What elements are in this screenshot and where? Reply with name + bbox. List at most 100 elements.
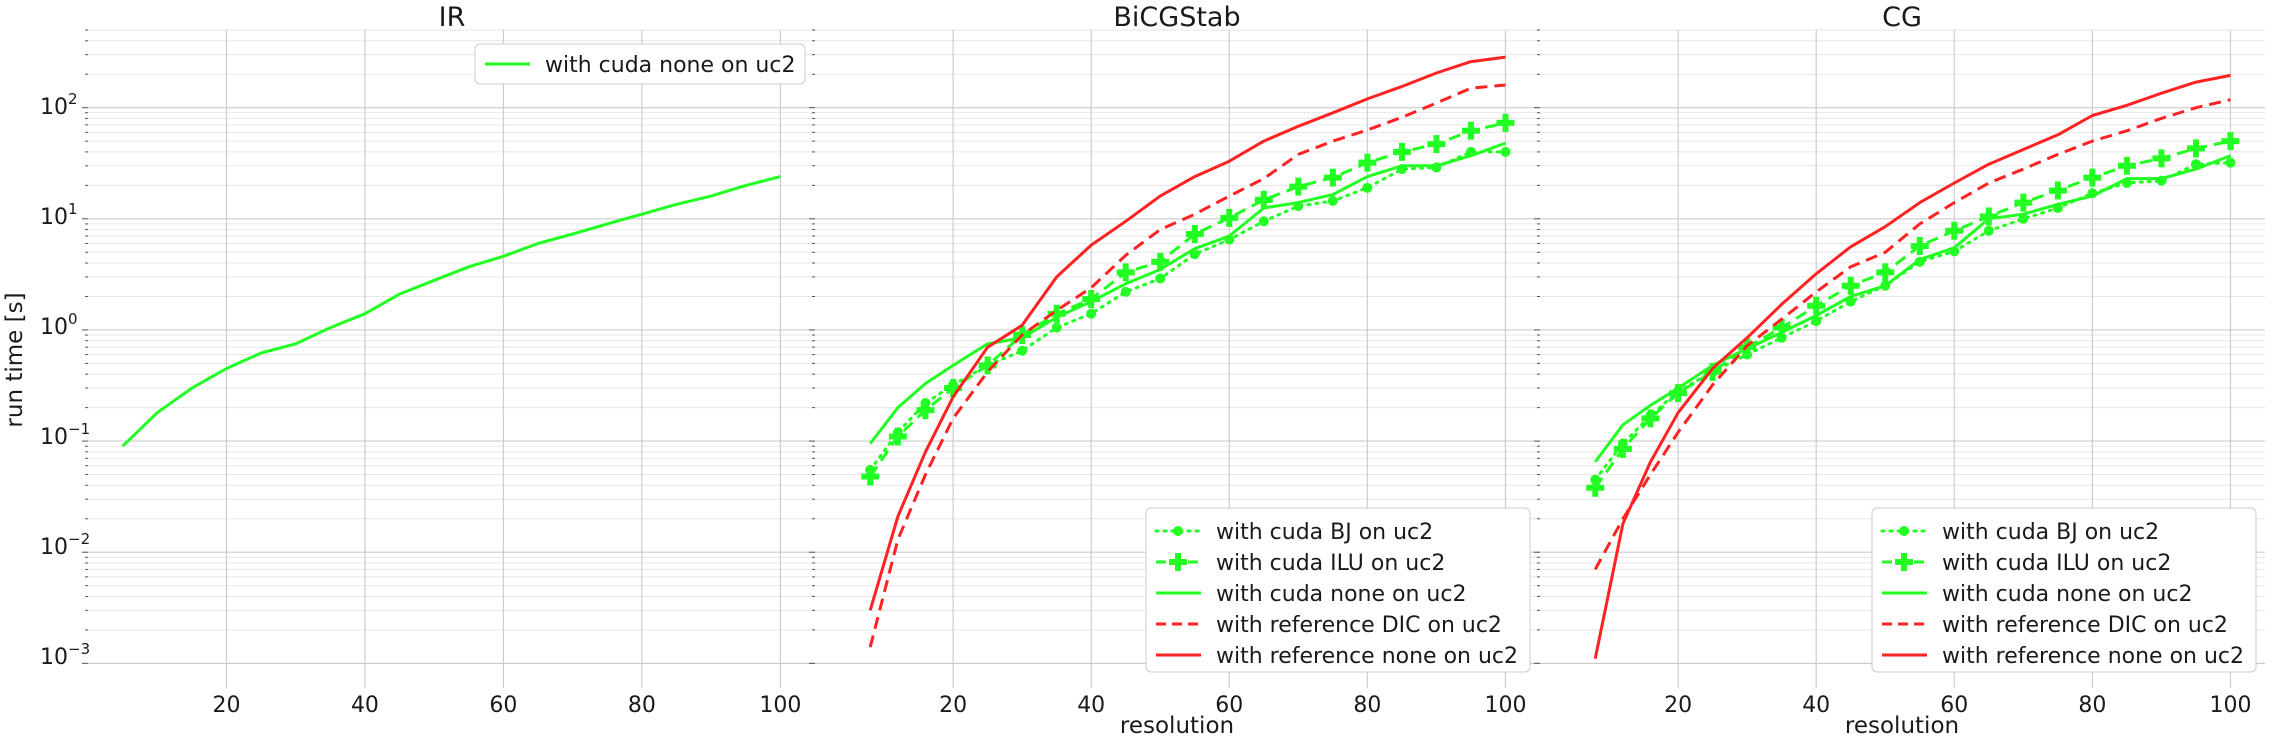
data-point — [1116, 263, 1135, 282]
legend-marker — [1895, 553, 1913, 571]
data-point — [2018, 213, 2029, 224]
data-point — [1876, 263, 1895, 282]
y-tick-labels: 102 101 100 10−1 10−2 10−3 — [40, 90, 90, 670]
data-point — [1427, 135, 1446, 154]
data-point — [1289, 177, 1308, 196]
legend-entry: with cuda ILU on uc2 — [1882, 551, 2171, 576]
panel-title: BiCGStab — [1113, 2, 1240, 33]
data-point — [2014, 193, 2033, 212]
legend-frame — [1871, 507, 2257, 673]
data-point — [1358, 153, 1377, 172]
x-axis-label: resolution — [1120, 713, 1234, 739]
legend-marker — [1899, 526, 1909, 536]
series-line — [868, 55, 1506, 611]
x-tick-label: 60 — [1215, 693, 1243, 718]
data-point — [1185, 225, 1204, 244]
y-axis-label: run time [s] — [2, 292, 28, 427]
panel-title: CG — [1882, 2, 1922, 33]
series-line — [1593, 161, 2232, 482]
legend-marker — [1169, 553, 1187, 571]
legend: with cuda none on uc2 — [474, 43, 806, 85]
y-tick-label: 10−1 — [40, 420, 90, 450]
series-line — [121, 175, 781, 448]
x-tick-label: 100 — [2209, 693, 2251, 718]
x-tick-label: 80 — [2078, 693, 2106, 718]
data-point — [888, 427, 907, 446]
legend-entry: with reference none on uc2 — [1156, 644, 1518, 669]
legend-entry-label: with cuda none on uc2 — [1216, 582, 1466, 607]
series-layer — [1586, 73, 2240, 660]
x-tick-label: 40 — [351, 693, 379, 718]
legend-frame — [1145, 507, 1531, 673]
data-point — [1807, 296, 1826, 315]
legend-entry-label: with cuda ILU on uc2 — [1942, 551, 2171, 576]
y-tick-label: 101 — [40, 200, 78, 230]
data-point — [2117, 156, 2136, 175]
panel-ir: IR 20 40 60 80 100 with cuda none on uc2 — [82, 2, 815, 718]
legend-entry: with cuda BJ on uc2 — [1154, 520, 1433, 545]
x-axis-label: resolution — [1845, 713, 1959, 739]
legend-entry-label: with reference none on uc2 — [1942, 644, 2244, 669]
data-point — [1086, 308, 1097, 319]
series-layer — [861, 55, 1515, 648]
legend-entry-label: with reference DIC on uc2 — [1942, 613, 2228, 638]
legend-entry-label: with cuda ILU on uc2 — [1216, 551, 1445, 576]
x-tick-label: 80 — [628, 693, 656, 718]
x-tick-label: 40 — [1077, 693, 1105, 718]
data-point — [1496, 113, 1515, 132]
data-point — [1327, 195, 1338, 206]
data-point — [1120, 286, 1131, 297]
x-tick-label: 20 — [939, 693, 967, 718]
data-point — [1392, 142, 1411, 161]
legend-entry-label: with reference none on uc2 — [1216, 644, 1518, 669]
x-tick-label: 100 — [1484, 693, 1526, 718]
x-tick-label: 100 — [759, 693, 801, 718]
legend-marker — [1173, 526, 1183, 536]
series-line — [1593, 139, 2231, 489]
legend-entry: with reference DIC on uc2 — [1156, 613, 1502, 638]
data-point — [1362, 182, 1373, 193]
data-point — [1983, 225, 1994, 236]
data-point — [2152, 149, 2171, 168]
x-tick-label: 80 — [1353, 693, 1381, 718]
data-point — [1586, 478, 1605, 497]
legend: with cuda BJ on uc2 with cuda ILU on uc2… — [1145, 507, 1531, 673]
series-layer — [121, 175, 781, 448]
data-point — [1254, 190, 1273, 209]
data-point — [1155, 273, 1166, 284]
x-ticks: 20 40 60 80 100 — [939, 693, 1526, 718]
y-tick-label: 102 — [40, 90, 78, 120]
data-point — [916, 401, 935, 420]
panel-cg: CG 20 40 60 80 100 resolution with cuda BJ o… — [1534, 2, 2265, 739]
y-tick-label: 10−3 — [40, 640, 90, 670]
data-point — [2186, 139, 2205, 158]
data-point — [2083, 168, 2102, 187]
data-point — [1220, 208, 1239, 227]
data-point — [1323, 168, 1342, 187]
y-tick-label: 100 — [40, 310, 78, 340]
legend-entry-label: with cuda none on uc2 — [1942, 582, 2192, 607]
panel-bicgstab: BiCGStab 20 40 60 80 100 resolution with cud… — [809, 2, 1540, 739]
data-point — [1979, 207, 1998, 226]
data-point — [2225, 157, 2236, 168]
data-point — [861, 467, 880, 486]
legend-entry: with cuda ILU on uc2 — [1156, 551, 1445, 576]
legend: with cuda BJ on uc2 with cuda ILU on uc2… — [1871, 507, 2257, 673]
legend-entry-label: with reference DIC on uc2 — [1216, 613, 1502, 638]
data-point — [1051, 322, 1062, 333]
legend-entry: with reference DIC on uc2 — [1882, 613, 2228, 638]
legend-entry-label: with cuda BJ on uc2 — [1216, 520, 1433, 545]
series-line — [1593, 154, 2232, 463]
series-line — [868, 150, 1507, 472]
data-point — [1613, 439, 1632, 458]
x-tick-label: 20 — [1664, 693, 1692, 718]
x-ticks: 20 40 60 80 100 — [212, 693, 801, 718]
legend-entry: with cuda none on uc2 — [1882, 582, 2192, 607]
data-point — [1841, 276, 1860, 295]
data-point — [1258, 216, 1269, 227]
legend-entry: with reference none on uc2 — [1882, 644, 2244, 669]
x-ticks: 20 40 60 80 100 — [1664, 693, 2251, 718]
series-line — [868, 83, 1506, 648]
data-point — [1945, 221, 1964, 240]
